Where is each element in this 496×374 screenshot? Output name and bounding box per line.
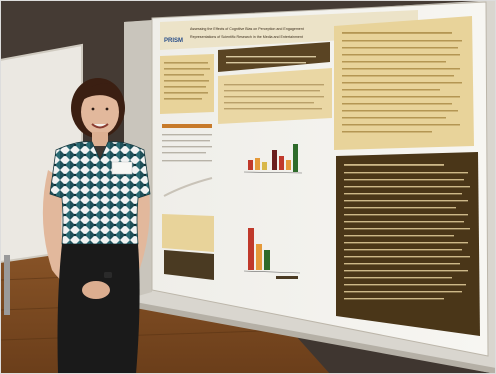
- poster-intro-text: [164, 62, 210, 100]
- poster-left-lower-box: [162, 214, 214, 252]
- neck: [92, 132, 108, 146]
- poster-bar-chart-lower: [243, 228, 301, 279]
- left-board-stand: [4, 255, 10, 315]
- chart-1-axis: [243, 171, 303, 174]
- hair-top: [78, 83, 123, 106]
- chart-2-bar: [256, 244, 262, 270]
- poster-title-line-1: Assessing the Effects of Cognitive Bias …: [190, 27, 304, 31]
- arm-left: [42, 170, 90, 292]
- poster-left-dark-box: [164, 250, 214, 280]
- chart-1-bar: [262, 162, 267, 170]
- chart-2-bar: [264, 250, 270, 270]
- face: [81, 89, 119, 135]
- poster-left-text: [162, 134, 212, 162]
- clasped-hands: [82, 281, 110, 299]
- chart-2-legend: [276, 276, 298, 279]
- chart-1-bar: [248, 160, 253, 170]
- name-badge: [111, 161, 133, 175]
- chart-1-bar: [279, 156, 284, 170]
- poster-curve-figure: [163, 177, 213, 197]
- poster-results-text: [342, 32, 462, 133]
- smile: [91, 123, 109, 129]
- wristwatch: [104, 272, 112, 278]
- poster-logo: PRISM: [164, 38, 183, 44]
- poster-discussion-text: [344, 164, 470, 300]
- poster-header: [160, 10, 418, 50]
- black-pants: [57, 244, 140, 374]
- poster-methods-text: [226, 56, 316, 64]
- chart-1-bar: [293, 144, 298, 172]
- chart-2-bar: [248, 228, 254, 270]
- board-bottom-ledge: [124, 300, 496, 374]
- poster-bar-chart-upper: [243, 144, 303, 174]
- eye-right: [105, 107, 109, 111]
- poster-title-line-2: Representations of Scientific Research i…: [190, 35, 303, 39]
- chart-1-bar: [272, 150, 277, 170]
- chart-2-axis: [243, 270, 301, 274]
- eye-left: [91, 107, 95, 111]
- poster-methods-lines: [224, 84, 324, 110]
- chart-1-bar: [286, 160, 291, 170]
- research-poster: PRISM Assessing the Effects of Cognitive…: [151, 1, 489, 357]
- presenter: [42, 78, 151, 374]
- poster-discussion-box: [336, 152, 480, 336]
- poster-section-bar: [162, 124, 212, 128]
- chart-1-bar: [255, 158, 260, 170]
